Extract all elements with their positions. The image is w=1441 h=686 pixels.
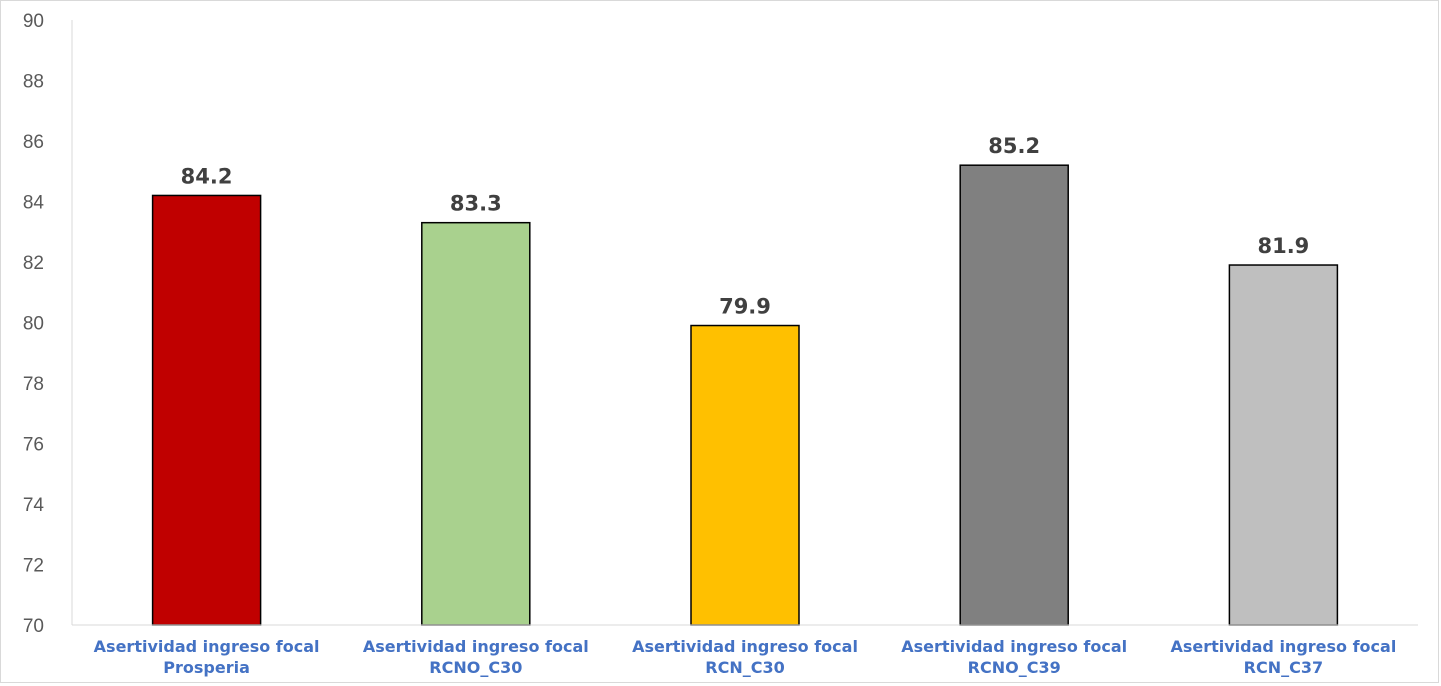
- x-tick-label: Asertividad ingreso focal: [632, 637, 858, 656]
- bar: [421, 221, 531, 626]
- y-tick-label: 70: [23, 616, 44, 637]
- y-tick-label: 82: [23, 253, 44, 274]
- x-tick-label: Prosperia: [163, 658, 250, 677]
- data-labels: 84.2 83.3 79.9 85.2 81.9: [181, 134, 1310, 318]
- bar: [959, 164, 1069, 626]
- x-tick-label: Asertividad ingreso focal: [1170, 637, 1396, 656]
- y-tick-label: 80: [23, 314, 44, 335]
- data-label: 83.3: [450, 192, 502, 216]
- x-tick-label: RCN_C37: [1244, 658, 1323, 677]
- bar: [151, 194, 262, 626]
- bars: [151, 164, 1339, 626]
- bar: [1228, 264, 1339, 626]
- x-tick-label: Asertividad ingreso focal: [94, 637, 320, 656]
- y-axis: 70 72 74 76 78 80 82 84 86 88 90: [23, 11, 73, 637]
- y-tick-label: 74: [23, 495, 45, 516]
- y-tick-label: 78: [23, 374, 44, 395]
- y-tick-label: 72: [23, 556, 44, 577]
- y-tick-label: 86: [23, 132, 44, 153]
- y-tick-label: 76: [23, 435, 44, 456]
- x-tick-label: Asertividad ingreso focal: [901, 637, 1127, 656]
- x-tick-label: RCN_C30: [705, 658, 784, 677]
- x-tick-label: Asertividad ingreso focal: [363, 637, 589, 656]
- y-tick-label: 84: [23, 193, 45, 214]
- data-label: 81.9: [1257, 234, 1309, 258]
- data-label: 85.2: [988, 134, 1040, 158]
- x-tick-label: RCNO_C39: [968, 658, 1061, 677]
- data-label: 84.2: [181, 164, 233, 188]
- x-tick-label: RCNO_C30: [429, 658, 522, 677]
- y-tick-label: 88: [23, 72, 44, 93]
- x-axis: Asertividad ingreso focal Prosperia Aserti…: [72, 624, 1418, 677]
- bar: [690, 324, 800, 626]
- data-label: 79.9: [719, 295, 771, 319]
- y-tick-label: 90: [23, 11, 44, 32]
